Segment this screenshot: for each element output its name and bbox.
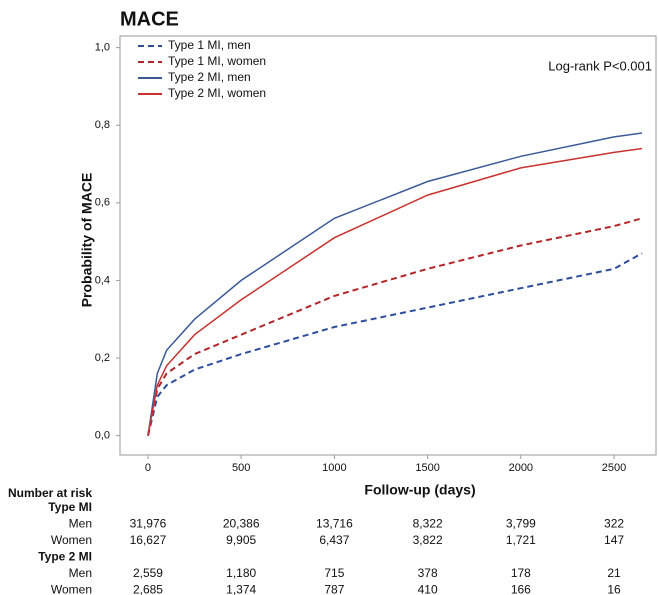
risk-value: 1,374: [226, 583, 256, 595]
risk-value: 13,716: [316, 517, 353, 531]
risk-value: 1,180: [226, 566, 256, 580]
risk-value: 20,386: [223, 517, 260, 531]
risk-value: 322: [604, 517, 624, 531]
series-line: [147, 147, 643, 436]
series-line: [147, 217, 643, 436]
x-tick-label: 1500: [415, 462, 439, 474]
series-line: [147, 252, 643, 436]
risk-value: 166: [511, 583, 531, 595]
risk-value: 1,721: [506, 533, 536, 547]
risk-value: 9,905: [226, 533, 256, 547]
risk-value: 715: [324, 566, 344, 580]
risk-value: 787: [324, 583, 344, 595]
risk-value: 16: [607, 583, 621, 595]
x-tick-label: 2500: [602, 462, 626, 474]
x-axis-label: Follow-up (days): [364, 482, 475, 498]
risk-row-label: Women: [51, 583, 92, 595]
y-axis-label: Probability of MACE: [79, 173, 95, 308]
risk-row-label: Women: [51, 533, 92, 547]
y-tick-label: 0,2: [95, 352, 110, 364]
risk-group-title: Type MI: [48, 500, 92, 514]
risk-value: 2,685: [133, 583, 163, 595]
legend-label: Type 1 MI, women: [168, 54, 266, 68]
risk-value: 378: [418, 566, 438, 580]
plot-frame: [119, 35, 657, 456]
x-tick-label: 0: [145, 462, 151, 474]
risk-value: 178: [511, 566, 531, 580]
legend-label: Type 2 MI, men: [168, 70, 251, 84]
risk-value: 21: [607, 566, 621, 580]
risk-value: 410: [418, 583, 438, 595]
risk-row-label: Men: [69, 566, 92, 580]
risk-value: 3,799: [506, 517, 536, 531]
risk-row-label: Men: [69, 517, 92, 531]
risk-value: 16,627: [130, 533, 167, 547]
y-tick-label: 1,0: [95, 42, 110, 54]
risk-value: 2,559: [133, 566, 163, 580]
legend-label: Type 1 MI, men: [168, 38, 251, 52]
risk-group-title: Type 2 MI: [38, 550, 92, 564]
annotation: Log-rank P<0.001: [548, 58, 652, 73]
chart-title: MACE: [120, 8, 179, 30]
x-tick-label: 2000: [509, 462, 533, 474]
risk-table-title: Number at risk: [8, 486, 92, 500]
risk-value: 6,437: [319, 533, 349, 547]
series-line: [147, 132, 643, 436]
risk-value: 8,322: [413, 517, 443, 531]
risk-value: 147: [604, 533, 624, 547]
legend-label: Type 2 MI, women: [168, 86, 266, 100]
risk-value: 3,822: [413, 533, 443, 547]
x-tick-label: 500: [232, 462, 250, 474]
y-tick-label: 0,0: [95, 430, 110, 442]
y-tick-label: 0,4: [95, 274, 110, 286]
risk-value: 31,976: [130, 517, 167, 531]
y-tick-label: 0,6: [95, 197, 110, 209]
y-tick-label: 0,8: [95, 119, 110, 131]
x-tick-label: 1000: [322, 462, 346, 474]
